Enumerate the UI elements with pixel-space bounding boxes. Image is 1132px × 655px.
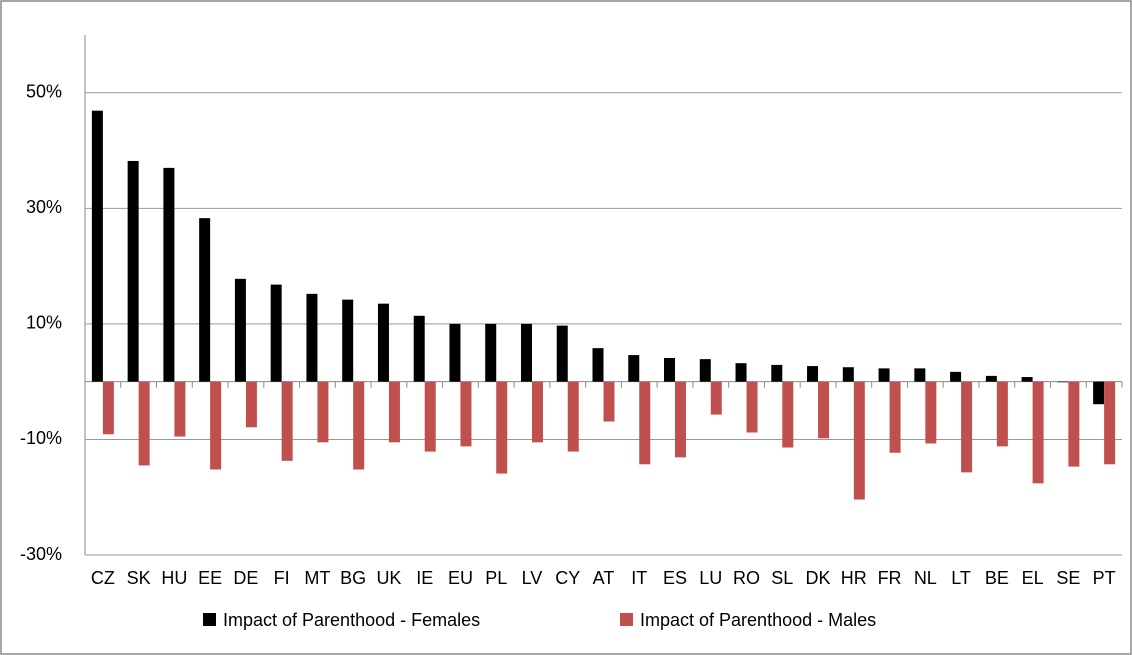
y-tick-label: -30% xyxy=(20,544,62,564)
legend-swatch xyxy=(620,613,633,626)
bar xyxy=(413,315,425,382)
bar xyxy=(102,381,114,435)
bar xyxy=(603,381,615,422)
x-tick-label: LV xyxy=(522,568,543,588)
bar xyxy=(556,325,568,382)
bar xyxy=(842,367,854,382)
bar xyxy=(771,364,783,382)
x-tick-label: BG xyxy=(340,568,366,588)
bar xyxy=(950,371,962,382)
x-tick-label: NL xyxy=(914,568,937,588)
bar xyxy=(592,348,604,382)
bar xyxy=(1104,381,1116,465)
bar xyxy=(91,110,103,382)
x-tick-label: IE xyxy=(416,568,433,588)
bar xyxy=(317,381,329,443)
y-tick-label: 10% xyxy=(26,313,62,333)
bar xyxy=(245,381,257,428)
bar xyxy=(496,381,508,474)
x-tick-label: RO xyxy=(733,568,760,588)
bar xyxy=(460,381,472,447)
bar xyxy=(520,323,532,382)
bar xyxy=(818,381,830,439)
bar xyxy=(710,381,722,415)
x-tick-label: SE xyxy=(1056,568,1080,588)
bar xyxy=(1021,377,1033,382)
bar xyxy=(270,284,282,382)
x-tick-label: UK xyxy=(376,568,401,588)
bar xyxy=(210,381,222,470)
x-tick-label: BE xyxy=(985,568,1009,588)
bar xyxy=(138,381,150,466)
bar xyxy=(449,323,461,382)
bar xyxy=(925,381,937,444)
bar xyxy=(342,299,354,382)
x-tick-label: PL xyxy=(485,568,507,588)
bar xyxy=(163,167,175,382)
bar xyxy=(853,381,865,500)
x-tick-label: LT xyxy=(951,568,971,588)
x-tick-label: PT xyxy=(1093,568,1116,588)
bar xyxy=(807,366,819,382)
y-tick-label: -10% xyxy=(20,428,62,448)
bar xyxy=(675,381,687,458)
x-tick-label: SL xyxy=(771,568,793,588)
x-tick-label: DK xyxy=(806,568,831,588)
bar xyxy=(1032,381,1044,484)
bar xyxy=(281,381,293,461)
bar xyxy=(199,218,211,382)
legend-swatch xyxy=(203,613,216,626)
bar xyxy=(889,381,901,453)
bar xyxy=(782,381,794,448)
bar xyxy=(1093,381,1105,405)
bar xyxy=(1057,381,1069,383)
y-tick-label: 30% xyxy=(26,197,62,217)
bar xyxy=(234,278,246,382)
x-tick-label: CY xyxy=(555,568,580,588)
bar xyxy=(485,323,497,382)
x-tick-label: HU xyxy=(161,568,187,588)
bar xyxy=(424,381,436,452)
bar xyxy=(388,381,400,443)
x-tick-label: AT xyxy=(593,568,615,588)
x-tick-label: FR xyxy=(878,568,902,588)
legend-label: Impact of Parenthood - Females xyxy=(223,610,480,630)
bar xyxy=(746,381,758,433)
x-tick-label: CZ xyxy=(91,568,115,588)
x-tick-label: EL xyxy=(1022,568,1044,588)
bar xyxy=(127,160,139,382)
x-tick-label: MT xyxy=(304,568,330,588)
x-tick-label: IT xyxy=(631,568,647,588)
bar xyxy=(1068,381,1080,467)
y-tick-label: 50% xyxy=(26,82,62,102)
x-tick-label: FI xyxy=(274,568,290,588)
bar xyxy=(353,381,365,470)
bar xyxy=(567,381,579,452)
bar xyxy=(699,359,711,382)
bar xyxy=(735,363,747,382)
x-tick-label: SK xyxy=(127,568,151,588)
bar xyxy=(996,381,1008,447)
x-tick-label: DE xyxy=(233,568,258,588)
bar xyxy=(914,368,926,382)
bar xyxy=(985,375,997,382)
bar xyxy=(377,303,389,382)
x-tick-label: EE xyxy=(198,568,222,588)
bar xyxy=(628,355,640,382)
bar xyxy=(961,381,973,473)
bar xyxy=(531,381,543,443)
bar xyxy=(878,368,890,382)
bar xyxy=(306,293,318,382)
legend-label: Impact of Parenthood - Males xyxy=(640,610,876,630)
bar xyxy=(639,381,651,465)
x-tick-label: HR xyxy=(841,568,867,588)
x-tick-label: ES xyxy=(663,568,687,588)
bar xyxy=(174,381,186,437)
x-tick-label: LU xyxy=(699,568,722,588)
bar xyxy=(664,357,676,382)
x-tick-label: EU xyxy=(448,568,473,588)
